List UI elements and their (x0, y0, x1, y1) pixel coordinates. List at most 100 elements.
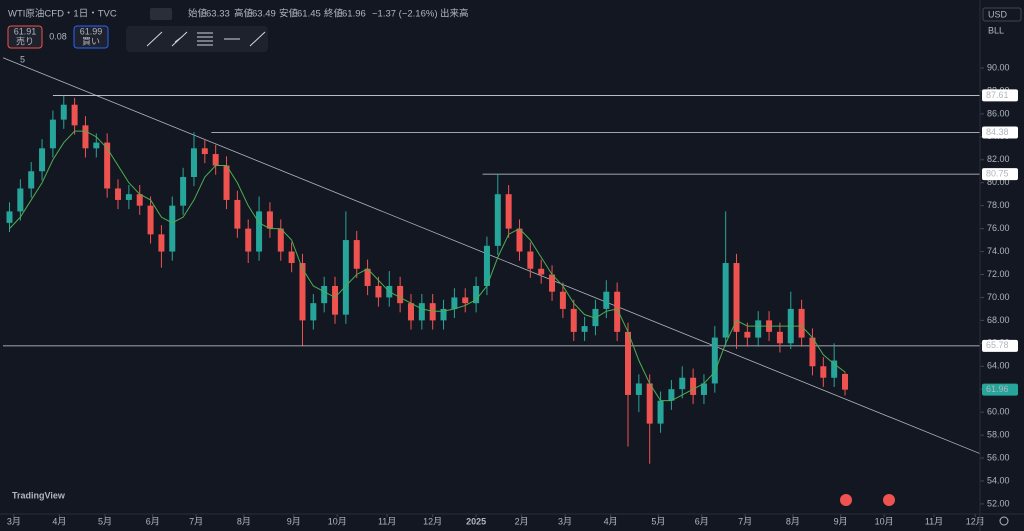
y-tick-label: 60.00 (987, 407, 1010, 417)
ohlc-value: 61.96 (342, 9, 366, 20)
event-icon[interactable] (883, 494, 895, 506)
candle-body (39, 148, 46, 172)
candle-body (407, 303, 414, 321)
x-tick-label: 4月 (52, 516, 66, 526)
settings-icon[interactable] (999, 516, 1009, 526)
candle-body (82, 125, 89, 149)
x-tick-label: 11月 (378, 516, 396, 526)
brand: TradingView (12, 490, 66, 500)
candle-body (353, 240, 360, 269)
ohlc-label: 始値 (188, 8, 208, 20)
x-tick-label: 3月 (7, 516, 21, 526)
candle-body (581, 326, 588, 332)
x-tick-label: 6月 (146, 516, 160, 526)
volume-label: 出来高 (440, 8, 469, 20)
level-label: 65.78 (986, 340, 1009, 350)
candle-body (831, 360, 838, 378)
candle-body (679, 377, 686, 390)
y-tick-label: 64.00 (987, 361, 1010, 371)
candle-body (462, 297, 469, 304)
candle-body (266, 211, 273, 229)
level-tag (982, 339, 1018, 352)
x-tick-label: 11月 (925, 516, 943, 526)
candle-body (418, 303, 425, 321)
buy-button[interactable] (73, 25, 109, 49)
candle-body (755, 320, 762, 338)
x-tick-label: 10月 (875, 516, 894, 526)
candle-body (397, 285, 404, 304)
x-tick-label: 9月 (287, 516, 301, 526)
x-tick-label: 4月 (604, 516, 618, 526)
y-tick-label: 82.00 (987, 154, 1010, 164)
candle-body (299, 263, 306, 321)
candle-body (71, 104, 78, 126)
candle-body (527, 251, 534, 269)
change: −1.37 (−2.16%) (372, 9, 438, 20)
level-tag (982, 126, 1018, 139)
tool-fib[interactable] (197, 32, 213, 46)
currency: USD (988, 9, 1008, 19)
candle-body (147, 205, 154, 235)
candle-body (223, 165, 230, 200)
candle-body (722, 263, 729, 338)
indicator-count: 5 (20, 54, 25, 64)
candle-body (277, 228, 284, 252)
sell-button[interactable] (7, 25, 43, 49)
x-tick-label: 12月 (423, 516, 442, 526)
level-tag (982, 89, 1018, 102)
candle-body (798, 308, 805, 338)
candle-body (125, 194, 132, 200)
y-tick-label: 56.00 (987, 452, 1010, 462)
candle-body (635, 383, 642, 395)
drawing-toolbar (126, 26, 268, 52)
candle-body (60, 104, 67, 120)
candle-body (310, 303, 317, 321)
x-tick-label: 8月 (237, 516, 251, 526)
candle-body (603, 291, 610, 309)
price-tag (982, 383, 1018, 396)
candle-body (538, 268, 545, 275)
candle-body (744, 331, 751, 338)
tool-ray[interactable] (249, 31, 266, 47)
candle-body (842, 373, 849, 390)
candle-body (614, 291, 621, 332)
candle-body (321, 285, 328, 304)
y-tick-label: 78.00 (987, 200, 1010, 210)
price-label: 61.96 (986, 384, 1009, 394)
x-tick-label: 7月 (738, 516, 752, 526)
candle-body (473, 285, 480, 304)
y-tick-label: 86.00 (987, 108, 1010, 118)
candle-body (288, 251, 295, 264)
moving-average (9, 130, 846, 402)
currency-box[interactable] (982, 7, 1022, 22)
ohlc-label: 安値 (279, 8, 299, 20)
sell-price: 61.91 (14, 26, 37, 36)
candle-body (6, 211, 13, 223)
x-tick-label: 2025 (466, 516, 486, 526)
y-tick-label: 76.00 (987, 223, 1010, 233)
tool-channel[interactable] (171, 31, 188, 47)
candle-body (17, 188, 24, 212)
candle-body (494, 194, 501, 246)
trendline (2, 57, 980, 454)
candle-body (104, 142, 111, 189)
candle-body (668, 389, 675, 401)
candle-body (570, 308, 577, 332)
candle-body (93, 142, 100, 149)
candle-body (809, 337, 816, 367)
unit: BLL (988, 25, 1004, 35)
x-tick-label: 5月 (651, 516, 665, 526)
candle-body (711, 337, 718, 384)
x-tick-label: 5月 (98, 516, 112, 526)
tool-trendline[interactable] (146, 31, 163, 47)
candle-body (49, 119, 56, 149)
candle-body (190, 148, 197, 177)
x-tick-label: 2月 (515, 516, 529, 526)
candle-body (342, 240, 349, 315)
x-tick-label: 7月 (189, 516, 203, 526)
x-tick-label: 10月 (328, 516, 347, 526)
candle-body (180, 176, 187, 206)
event-icon[interactable] (840, 494, 852, 506)
